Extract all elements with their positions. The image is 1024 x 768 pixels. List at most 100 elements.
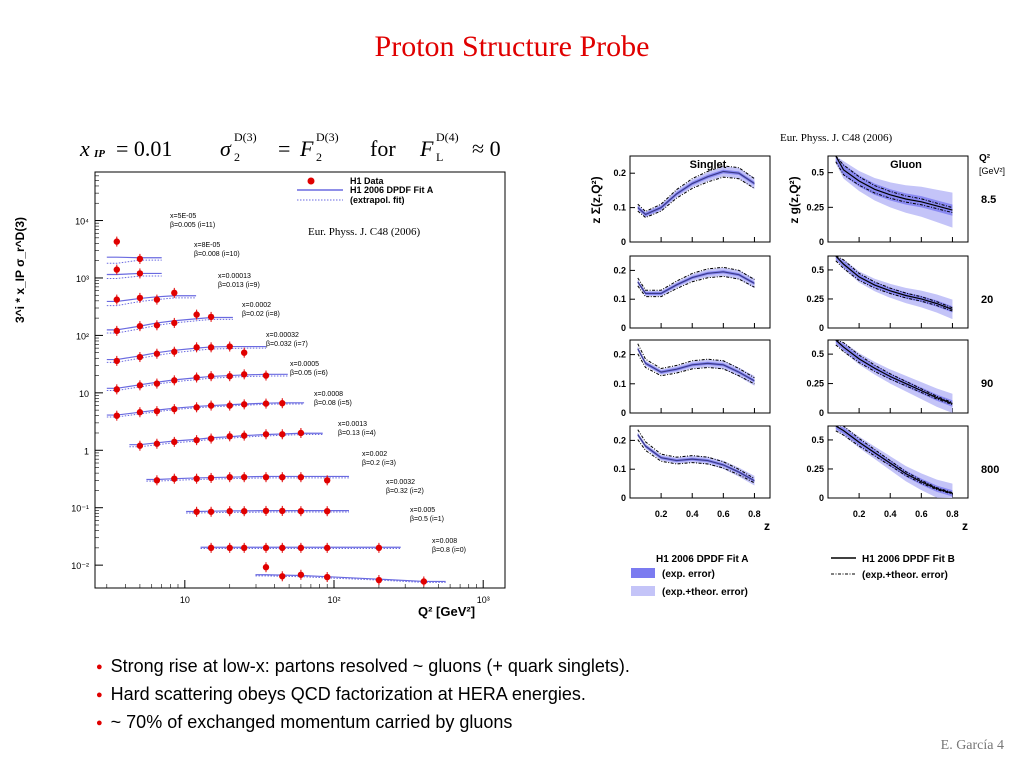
bullet-text: Strong rise at low-x: partons resolved ~… xyxy=(110,656,630,676)
y-tick-label: 10⁻² xyxy=(71,561,89,571)
series-label-beta: β=0.008 (i=10) xyxy=(194,251,240,258)
footer-author-page: E. García 4 xyxy=(940,738,1004,753)
data-point xyxy=(420,578,428,585)
data-point xyxy=(171,377,178,384)
series-label-x: x=0.008 xyxy=(432,538,457,545)
data-point xyxy=(279,400,286,407)
x-tick-label: 0.8 xyxy=(748,509,761,519)
extrapol-fit-line xyxy=(106,259,162,264)
data-point xyxy=(279,573,286,580)
extrapol-fit-line xyxy=(146,477,349,482)
q2-value-label: 90 xyxy=(981,378,993,390)
y-tick-label: 0.2 xyxy=(613,168,626,178)
data-point xyxy=(193,374,200,381)
formula-sigma-sub: 2 xyxy=(234,150,240,164)
fit-curve xyxy=(835,339,953,405)
fit-a-line xyxy=(186,510,349,513)
data-point xyxy=(193,311,200,318)
error-curve-upper xyxy=(637,266,755,291)
x-axis-label: z xyxy=(764,519,770,533)
formula-x: x xyxy=(80,136,90,161)
series-label-x: x=0.00032 xyxy=(266,332,299,339)
fit-curve xyxy=(835,155,953,211)
y-tick-label: 0.1 xyxy=(613,379,626,389)
fit-a-line xyxy=(106,345,266,361)
y-tick-label: 0.5 xyxy=(811,349,824,359)
formula-x-sub: IP xyxy=(94,148,105,160)
data-point xyxy=(262,372,270,379)
series-label-beta: β=0.5 (i=1) xyxy=(410,516,444,523)
y-tick-label: 0.25 xyxy=(806,464,824,474)
plot-frame xyxy=(94,171,506,589)
error-band-theor xyxy=(835,426,953,498)
y-tick-label: 0.2 xyxy=(613,265,626,275)
formula: x IP = 0.01 σ D(3) 2 = F D(3) 2 for F D(… xyxy=(80,130,530,168)
series-label-beta: β=0.05 (i=6) xyxy=(290,370,328,377)
data-point xyxy=(297,507,305,515)
error-band-exp xyxy=(835,156,953,216)
error-curve-lower xyxy=(637,176,755,219)
y-tick-label: 0 xyxy=(819,493,824,503)
y-tick-label: 0.25 xyxy=(806,202,824,212)
series-label-beta: β=0.005 (i=11) xyxy=(170,222,215,229)
data-point xyxy=(153,380,161,387)
data-point xyxy=(113,412,121,419)
data-point xyxy=(113,238,121,245)
data-point xyxy=(113,357,121,365)
series-label-x: x=0.002 xyxy=(362,451,387,458)
data-point xyxy=(153,440,161,447)
series-label-beta: β=0.32 (i=2) xyxy=(386,488,424,495)
error-band-exp xyxy=(835,426,953,497)
data-point xyxy=(297,571,305,578)
data-point xyxy=(171,475,178,482)
data-point xyxy=(262,564,270,571)
y-tick-label: 10² xyxy=(76,331,89,341)
data-point xyxy=(136,270,144,277)
legend-label-fit-b: H1 2006 DPDF Fit B xyxy=(862,554,955,565)
panel-frame xyxy=(629,255,771,329)
data-point xyxy=(136,353,144,361)
data-point xyxy=(207,435,215,442)
series-label-x: x=0.0013 xyxy=(338,421,367,428)
data-point xyxy=(226,507,233,515)
error-band-exp xyxy=(637,169,755,217)
data-point xyxy=(207,313,215,321)
data-point xyxy=(136,442,144,449)
bullet-item: ● ~ 70% of exchanged momentum carried by … xyxy=(96,708,630,736)
data-point xyxy=(240,349,248,356)
x-tick-label: 0.2 xyxy=(853,509,866,519)
extrapol-fit-line xyxy=(106,347,266,363)
fit-curve xyxy=(637,170,755,216)
data-point xyxy=(297,429,305,437)
error-curve-upper xyxy=(835,155,953,209)
y-tick-label: 0.5 xyxy=(811,168,824,178)
data-point xyxy=(136,382,144,389)
legend-label-extrapol: (extrapol. fit) xyxy=(350,195,405,205)
y-tick-label: 0 xyxy=(621,493,626,503)
fit-curve xyxy=(637,271,755,295)
panel-frame xyxy=(629,155,771,243)
error-band-exp xyxy=(637,270,755,295)
panel-title: Singlet xyxy=(690,159,727,171)
panel-frame xyxy=(629,339,771,414)
error-band-theor xyxy=(835,256,953,320)
panel-frame xyxy=(827,339,969,414)
panel-frame xyxy=(827,425,969,499)
q2-header-label: Q² xyxy=(979,153,991,164)
error-curve-upper xyxy=(637,343,755,379)
legend-marker-data xyxy=(307,177,315,185)
y-tick-label: 10⁴ xyxy=(75,217,89,227)
error-band-theor xyxy=(835,156,953,228)
error-band-theor xyxy=(637,267,755,297)
error-band-exp xyxy=(835,340,953,407)
legend-swatch-exp xyxy=(631,568,655,578)
series-label-x: x=0.0032 xyxy=(386,479,415,486)
y-axis-label: z Σ(z,Q²) xyxy=(589,176,603,223)
series-label-x: x=0.0008 xyxy=(314,391,343,398)
error-curve-upper xyxy=(835,339,953,404)
data-point xyxy=(207,544,215,552)
legend-label-exp: (exp. error) xyxy=(662,569,715,580)
data-point xyxy=(262,544,270,552)
data-point xyxy=(226,372,233,380)
slide-title: Proton Structure Probe xyxy=(374,30,650,63)
